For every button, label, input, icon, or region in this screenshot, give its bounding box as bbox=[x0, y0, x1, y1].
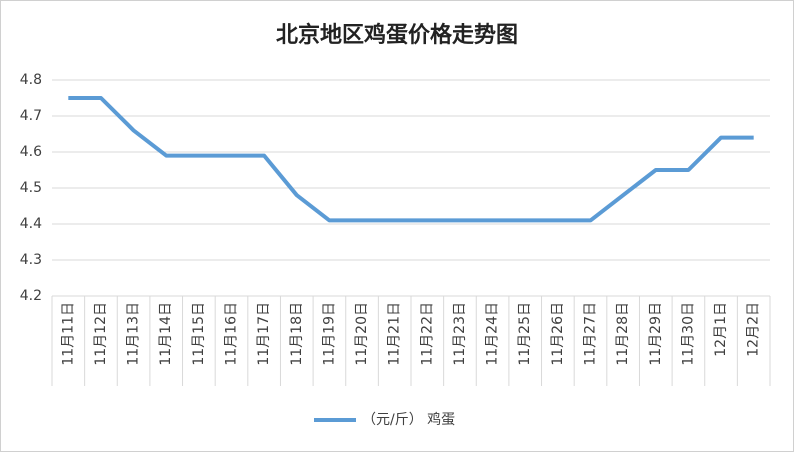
y-tick-label: 4.3 bbox=[20, 252, 42, 268]
y-tick-label: 4.8 bbox=[20, 72, 42, 88]
x-tick-label: 11月29日 bbox=[648, 302, 664, 366]
y-tick-label: 4.7 bbox=[20, 108, 42, 124]
chart-title: 北京地区鸡蛋价格走势图 bbox=[276, 22, 518, 48]
x-tick-label: 12月2日 bbox=[746, 302, 762, 357]
x-tick-label: 11月19日 bbox=[321, 302, 337, 366]
x-tick-label: 11月27日 bbox=[583, 302, 599, 366]
x-tick-label: 11月16日 bbox=[224, 302, 240, 366]
x-tick-label: 11月20日 bbox=[354, 302, 370, 366]
y-tick-label: 4.4 bbox=[20, 216, 42, 232]
x-tick-label: 11月26日 bbox=[550, 302, 566, 366]
x-tick-label: 11月28日 bbox=[615, 302, 631, 366]
x-tick-label: 11月22日 bbox=[419, 302, 435, 366]
x-tick-label: 11月21日 bbox=[387, 302, 403, 366]
line-series bbox=[68, 96, 754, 223]
x-tick-label: 11月18日 bbox=[289, 302, 305, 366]
x-tick-label: 11月17日 bbox=[256, 302, 272, 366]
x-tick-label: 11月24日 bbox=[485, 302, 501, 366]
legend-label: （元/斤） 鸡蛋 bbox=[362, 411, 455, 428]
y-tick-label: 4.2 bbox=[20, 288, 42, 304]
x-tick-label: 11月12日 bbox=[93, 302, 109, 366]
x-tick-label: 11月25日 bbox=[517, 302, 533, 366]
x-tick-label: 11月30日 bbox=[680, 302, 696, 366]
y-tick-label: 4.5 bbox=[20, 180, 42, 196]
x-tick-label: 11月14日 bbox=[158, 302, 174, 366]
x-tick-label: 11月15日 bbox=[191, 302, 207, 366]
x-tick-label: 11月13日 bbox=[126, 302, 142, 366]
x-tick-label: 12月1日 bbox=[713, 302, 729, 357]
x-tick-label: 11月23日 bbox=[452, 302, 468, 366]
y-tick-label: 4.6 bbox=[20, 144, 42, 160]
x-tick-label: 11月11日 bbox=[60, 302, 76, 366]
